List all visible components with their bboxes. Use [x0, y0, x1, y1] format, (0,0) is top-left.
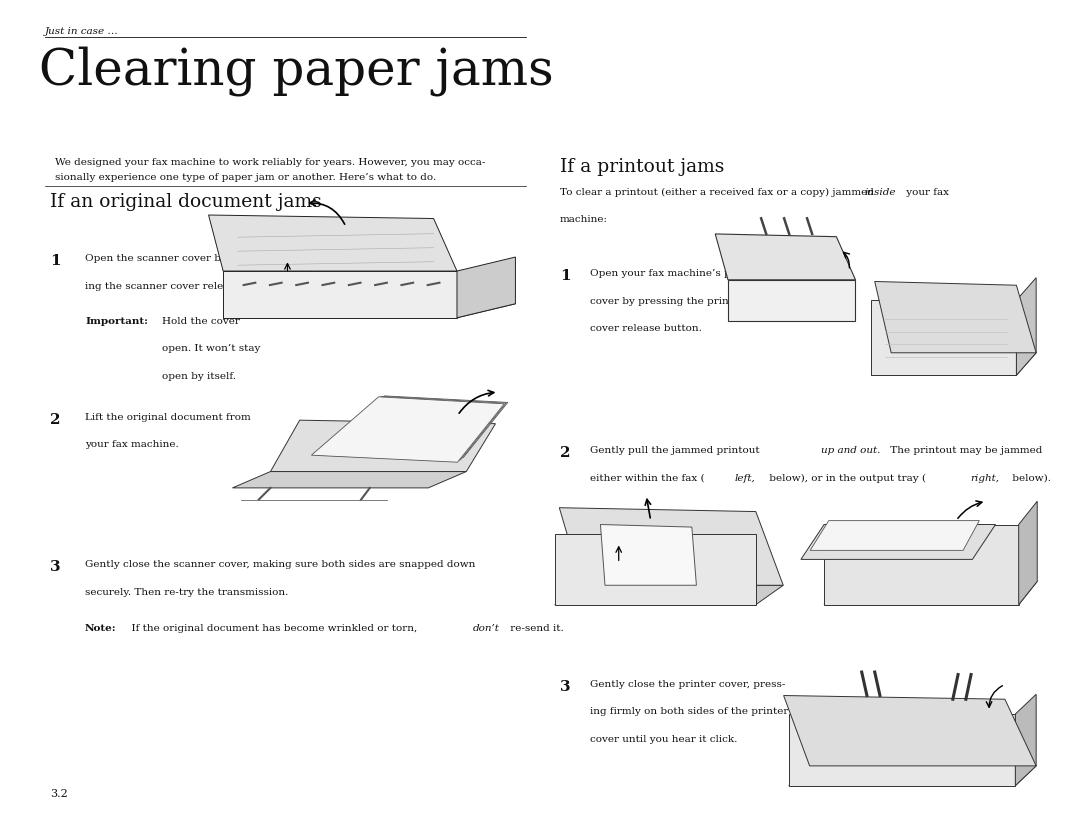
Text: below).: below). [1009, 474, 1051, 483]
Polygon shape [224, 304, 515, 318]
Polygon shape [824, 525, 1018, 605]
Text: Gently close the scanner cover, making sure both sides are snapped down: Gently close the scanner cover, making s… [85, 560, 475, 570]
Polygon shape [323, 396, 508, 458]
Text: 2: 2 [50, 413, 60, 427]
Text: machine:: machine: [561, 215, 608, 224]
Text: To clear a printout (either a received fax or a copy) jammed: To clear a printout (either a received f… [561, 188, 877, 197]
Text: Note:: Note: [85, 624, 117, 633]
Text: re-send it.: re-send it. [507, 624, 564, 633]
Text: Open your fax machine’s printer: Open your fax machine’s printer [590, 269, 761, 279]
Polygon shape [311, 397, 504, 462]
Text: If an original document jams: If an original document jams [50, 193, 322, 212]
Text: The printout may be jammed: The printout may be jammed [888, 446, 1043, 455]
Polygon shape [1018, 501, 1037, 605]
Polygon shape [270, 420, 496, 471]
Polygon shape [224, 271, 457, 318]
Text: ing the scanner cover release.: ing the scanner cover release. [85, 282, 244, 291]
Text: inside: inside [864, 188, 895, 197]
Text: your fax: your fax [903, 188, 949, 197]
Text: Just in case …: Just in case … [44, 27, 119, 36]
Text: Gently pull the jammed printout: Gently pull the jammed printout [590, 446, 762, 455]
Polygon shape [555, 534, 756, 605]
Text: right,: right, [970, 474, 999, 483]
Text: 2: 2 [561, 446, 570, 460]
Polygon shape [1015, 694, 1036, 786]
Polygon shape [559, 508, 783, 585]
Polygon shape [232, 471, 467, 488]
Text: cover by pressing the printer: cover by pressing the printer [590, 297, 744, 306]
Polygon shape [824, 581, 1037, 605]
Polygon shape [457, 257, 515, 318]
Text: securely. Then re-try the transmission.: securely. Then re-try the transmission. [85, 588, 288, 597]
Text: 3: 3 [50, 560, 60, 575]
Polygon shape [715, 234, 855, 280]
Text: up and out.: up and out. [822, 446, 881, 455]
Text: don’t: don’t [473, 624, 500, 633]
Polygon shape [872, 300, 1016, 375]
Polygon shape [1016, 278, 1036, 375]
Text: below), or in the output tray (: below), or in the output tray ( [766, 474, 927, 483]
Polygon shape [600, 525, 697, 585]
Text: 1: 1 [561, 269, 570, 284]
Polygon shape [208, 215, 457, 271]
Text: open by itself.: open by itself. [162, 372, 235, 381]
Polygon shape [728, 280, 855, 321]
Text: your fax machine.: your fax machine. [85, 440, 179, 450]
Text: cover until you hear it click.: cover until you hear it click. [590, 735, 738, 744]
Text: sionally experience one type of paper jam or another. Here’s what to do.: sionally experience one type of paper ja… [55, 173, 436, 182]
Text: Lift the original document from: Lift the original document from [85, 413, 251, 422]
Polygon shape [875, 281, 1036, 353]
Polygon shape [788, 714, 1015, 786]
Text: 3: 3 [561, 680, 570, 694]
Text: open. It won’t stay: open. It won’t stay [162, 344, 260, 354]
Text: We designed your fax machine to work reliably for years. However, you may occa-: We designed your fax machine to work rel… [55, 158, 486, 168]
Text: If the original document has become wrinkled or torn,: If the original document has become wrin… [125, 624, 421, 633]
Text: either within the fax (: either within the fax ( [590, 474, 704, 483]
Text: If a printout jams: If a printout jams [561, 158, 725, 177]
Text: Important:: Important: [85, 317, 148, 326]
Text: 3.2: 3.2 [50, 789, 68, 799]
Text: left,: left, [734, 474, 755, 483]
Text: cover release button.: cover release button. [590, 324, 702, 334]
Polygon shape [318, 396, 507, 460]
Text: Clearing paper jams: Clearing paper jams [39, 46, 554, 96]
Text: Gently close the printer cover, press-: Gently close the printer cover, press- [590, 680, 785, 689]
Polygon shape [784, 696, 1036, 766]
Text: Open the scanner cover by hold-: Open the scanner cover by hold- [85, 254, 257, 264]
Polygon shape [801, 525, 996, 560]
Polygon shape [872, 353, 1036, 375]
Text: 1: 1 [50, 254, 60, 269]
Text: ing firmly on both sides of the printer: ing firmly on both sides of the printer [590, 707, 788, 716]
Polygon shape [555, 585, 783, 605]
Text: Hold the cover: Hold the cover [162, 317, 240, 326]
Polygon shape [810, 520, 980, 550]
Polygon shape [788, 766, 1036, 786]
